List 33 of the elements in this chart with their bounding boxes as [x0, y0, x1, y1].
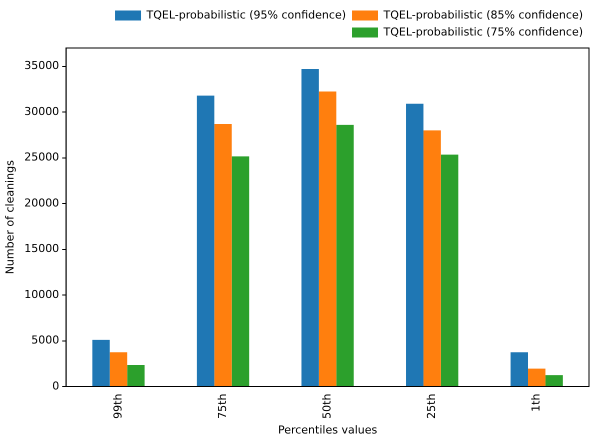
bar	[301, 69, 319, 386]
bar	[214, 124, 232, 386]
bar	[423, 130, 441, 386]
legend-label: TQEL-probabilistic (85% confidence)	[382, 8, 584, 22]
bar	[127, 365, 145, 386]
y-tick-label: 25000	[24, 150, 60, 164]
x-axis-title: Percentiles values	[278, 423, 378, 436]
legend-label: TQEL-probabilistic (95% confidence)	[146, 8, 346, 22]
bar	[196, 96, 214, 386]
y-tick-label: 0	[52, 379, 60, 392]
y-tick-label: 10000	[24, 288, 60, 301]
bar	[510, 352, 528, 386]
y-tick-label: 15000	[24, 242, 60, 256]
x-tick-label: 99th	[111, 394, 124, 419]
x-tick-label: 1th	[530, 394, 543, 412]
bar	[545, 375, 563, 386]
bar	[110, 352, 128, 386]
bar	[440, 154, 458, 386]
x-tick-label: 75th	[216, 394, 229, 419]
x-tick-label: 50th	[320, 394, 334, 419]
legend-label: TQEL-probabilistic (75% confidence)	[382, 25, 584, 38]
bar	[92, 340, 110, 386]
y-tick-label: 35000	[24, 59, 60, 72]
y-tick-label: 5000	[31, 334, 60, 347]
y-tick-label: 20000	[24, 196, 60, 210]
y-axis-title: Number of cleanings	[3, 160, 16, 274]
bar	[406, 104, 424, 386]
bar	[318, 91, 336, 386]
bar	[336, 124, 354, 386]
bar	[232, 156, 250, 386]
x-tick-label: 25th	[425, 394, 438, 419]
y-tick-label: 30000	[24, 104, 60, 118]
bar	[528, 368, 546, 386]
